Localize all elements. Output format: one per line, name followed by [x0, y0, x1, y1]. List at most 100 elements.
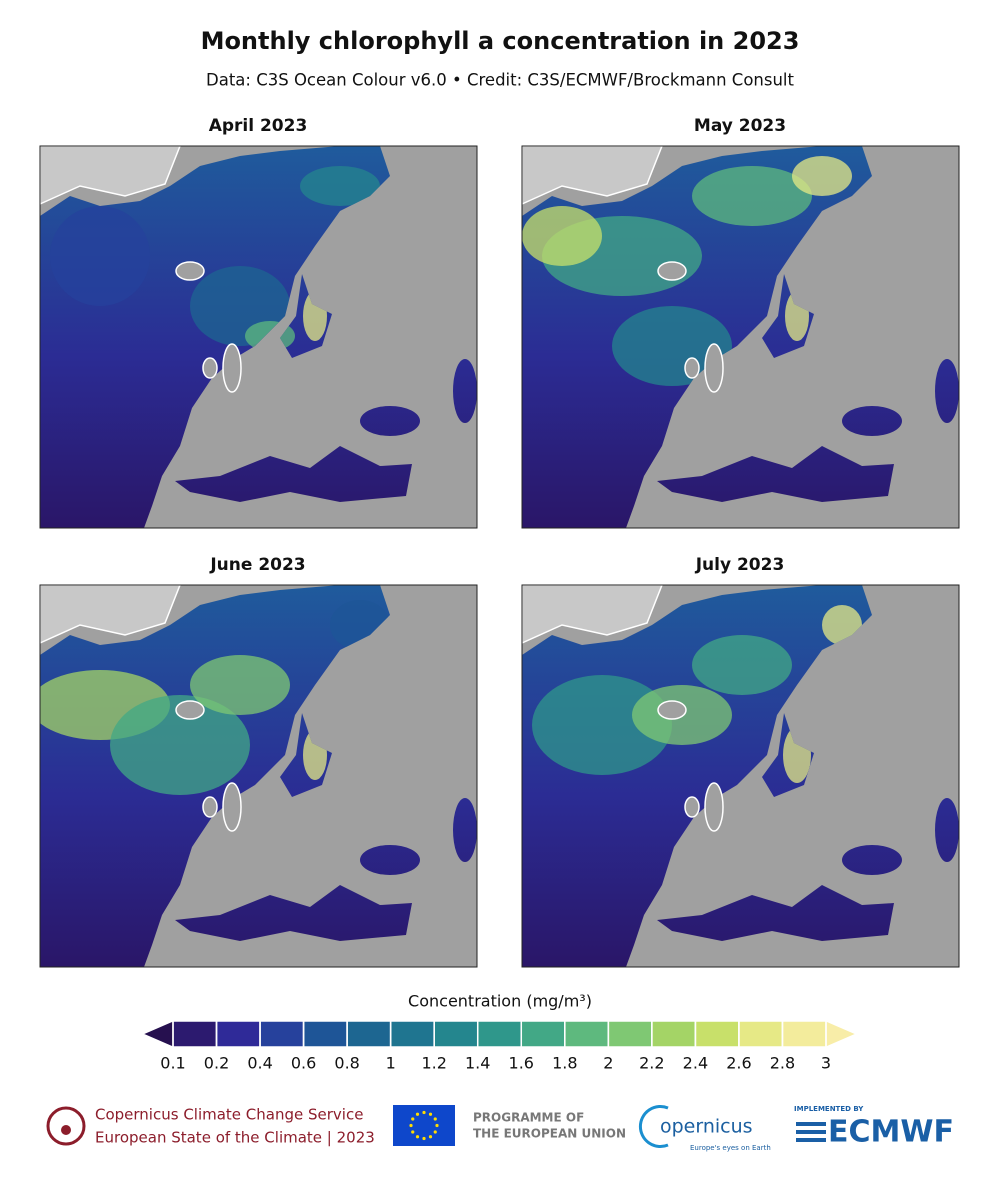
- eu-star: [415, 1135, 420, 1139]
- colorbar-tick-label: 0.6: [291, 1054, 316, 1073]
- eu-star: [433, 1130, 437, 1134]
- colorbar-bin: [215, 1020, 261, 1048]
- colorbar-bin: [259, 1020, 305, 1048]
- panels: April 2023 May 2023 June 2023 July 2023: [39, 116, 960, 968]
- ecmwf-name: ECMWF: [828, 1115, 954, 1150]
- eu-star: [411, 1130, 415, 1134]
- colorbar-bin: [781, 1020, 827, 1048]
- colorbar-tick-label: 0.2: [204, 1054, 229, 1073]
- ecmwf-logo: IMPLEMENTED BY ECMWF: [794, 1105, 954, 1150]
- ecmwf-icon: [796, 1122, 826, 1142]
- panel-title: May 2023: [694, 116, 786, 136]
- iceland: [657, 700, 687, 720]
- colorbar-bin: [651, 1020, 697, 1048]
- colorbar-tick-label: 1: [386, 1054, 396, 1073]
- chlorophyll-patch: [612, 306, 732, 386]
- map-panel: [39, 584, 478, 968]
- eu-star: [422, 1136, 426, 1141]
- colorbar-bin: [564, 1020, 610, 1048]
- great-britain: [704, 782, 724, 832]
- ireland: [202, 357, 218, 379]
- eu-stars: [409, 1110, 439, 1141]
- title: Monthly chlorophyll a concentration in 2…: [201, 27, 800, 55]
- colorbar-bin: [520, 1020, 566, 1048]
- chlorophyll-patch: [692, 635, 792, 695]
- panel-title: July 2023: [695, 555, 785, 575]
- eu-star: [422, 1110, 426, 1115]
- eu-text-2: THE EUROPEAN UNION: [473, 1127, 626, 1141]
- panel-frame: [521, 584, 960, 968]
- ireland: [684, 796, 700, 818]
- panel-title: June 2023: [209, 555, 305, 575]
- copernicus-name: opernicus: [660, 1116, 753, 1138]
- subtitle: Data: C3S Ocean Colour v6.0 • Credit: C3…: [206, 71, 795, 90]
- colorbar-tick-label: 1.4: [465, 1054, 490, 1073]
- colorbar-label: Concentration (mg/m³): [408, 992, 592, 1011]
- colorbar-bin: [476, 1020, 523, 1048]
- chlorophyll-patch: [110, 695, 250, 795]
- colorbar-tick-label: 2.8: [770, 1054, 795, 1073]
- panel-frame: [521, 145, 960, 529]
- iceland: [657, 261, 687, 281]
- colorbar-tick-label: 1.6: [509, 1054, 534, 1073]
- c3s-name: Copernicus Climate Change Service: [95, 1106, 363, 1124]
- colorbar-bin: [172, 1020, 218, 1048]
- copernicus-logo: opernicus Europe's eyes on Earth: [638, 1105, 771, 1152]
- ireland: [202, 796, 218, 818]
- colorbar-bin: [607, 1020, 653, 1048]
- colorbar-tick-label: 2.6: [726, 1054, 751, 1073]
- colorbar-tick-label: 1.8: [552, 1054, 577, 1073]
- colorbar-tick-label: 0.8: [334, 1054, 359, 1073]
- colorbar-bin: [738, 1020, 784, 1048]
- colorbar-tick-label: 0.1: [160, 1054, 185, 1073]
- colorbar-bin: [433, 1020, 479, 1048]
- copernicus-tagline: Europe's eyes on Earth: [690, 1144, 771, 1152]
- c3s-icon-dot: [61, 1125, 71, 1135]
- colorbar-tick-label: 0.4: [247, 1054, 272, 1073]
- map-panel: [39, 145, 478, 529]
- colorbar-bin: [694, 1020, 740, 1048]
- colorbar: 0.1 0.2 0.4 0.6 0.8 1 1.2 1.4 1.6 1.8 2 2.2 2.4 2.6 2.…: [141, 1020, 858, 1073]
- c3s-report: European State of the Climate | 2023: [95, 1129, 375, 1147]
- colorbar-tick-label: 3: [821, 1054, 831, 1073]
- colorbar-bin: [302, 1020, 348, 1048]
- eu-star: [409, 1123, 413, 1128]
- c3s-logo: Copernicus Climate Change Service Europe…: [46, 1106, 375, 1147]
- c3s-icon: [46, 1106, 86, 1146]
- chlorophyll-patch: [50, 206, 150, 306]
- chlorophyll-patch: [792, 156, 852, 196]
- chlorophyll-patch: [190, 655, 290, 715]
- great-britain: [222, 343, 242, 393]
- iceland: [175, 261, 205, 281]
- eu-logo: PROGRAMME OF THE EUROPEAN UNION: [393, 1105, 626, 1146]
- great-britain: [222, 782, 242, 832]
- chlorophyll-patch: [300, 166, 380, 206]
- colorbar-tick-label: 1.2: [421, 1054, 446, 1073]
- panel-frame: [39, 145, 478, 529]
- eu-text-1: PROGRAMME OF: [473, 1111, 584, 1125]
- colorbar-tick-label: 2.4: [683, 1054, 708, 1073]
- eu-star: [433, 1117, 437, 1121]
- colorbar-bin: [389, 1020, 435, 1048]
- map-panel: [521, 584, 960, 968]
- great-britain: [704, 343, 724, 393]
- colorbar-bin: [346, 1020, 392, 1048]
- colorbar-tick-label: 2.2: [639, 1054, 664, 1073]
- eu-star: [435, 1123, 439, 1128]
- chlorophyll-patch: [532, 675, 672, 775]
- eu-star: [411, 1117, 415, 1121]
- map-panel: [521, 145, 960, 529]
- copernicus-c: [638, 1105, 669, 1148]
- eu-star: [415, 1112, 420, 1116]
- panel-title: April 2023: [209, 116, 308, 136]
- ireland: [684, 357, 700, 379]
- panel-frame: [39, 584, 478, 968]
- iceland: [175, 700, 205, 720]
- colorbar-tick-label: 2: [603, 1054, 613, 1073]
- chlorophyll-patch: [522, 206, 602, 266]
- chlorophyll-patch: [692, 166, 812, 226]
- ecmwf-small: IMPLEMENTED BY: [794, 1105, 864, 1113]
- chlorophyll-patch: [822, 605, 862, 645]
- eu-star: [428, 1112, 433, 1116]
